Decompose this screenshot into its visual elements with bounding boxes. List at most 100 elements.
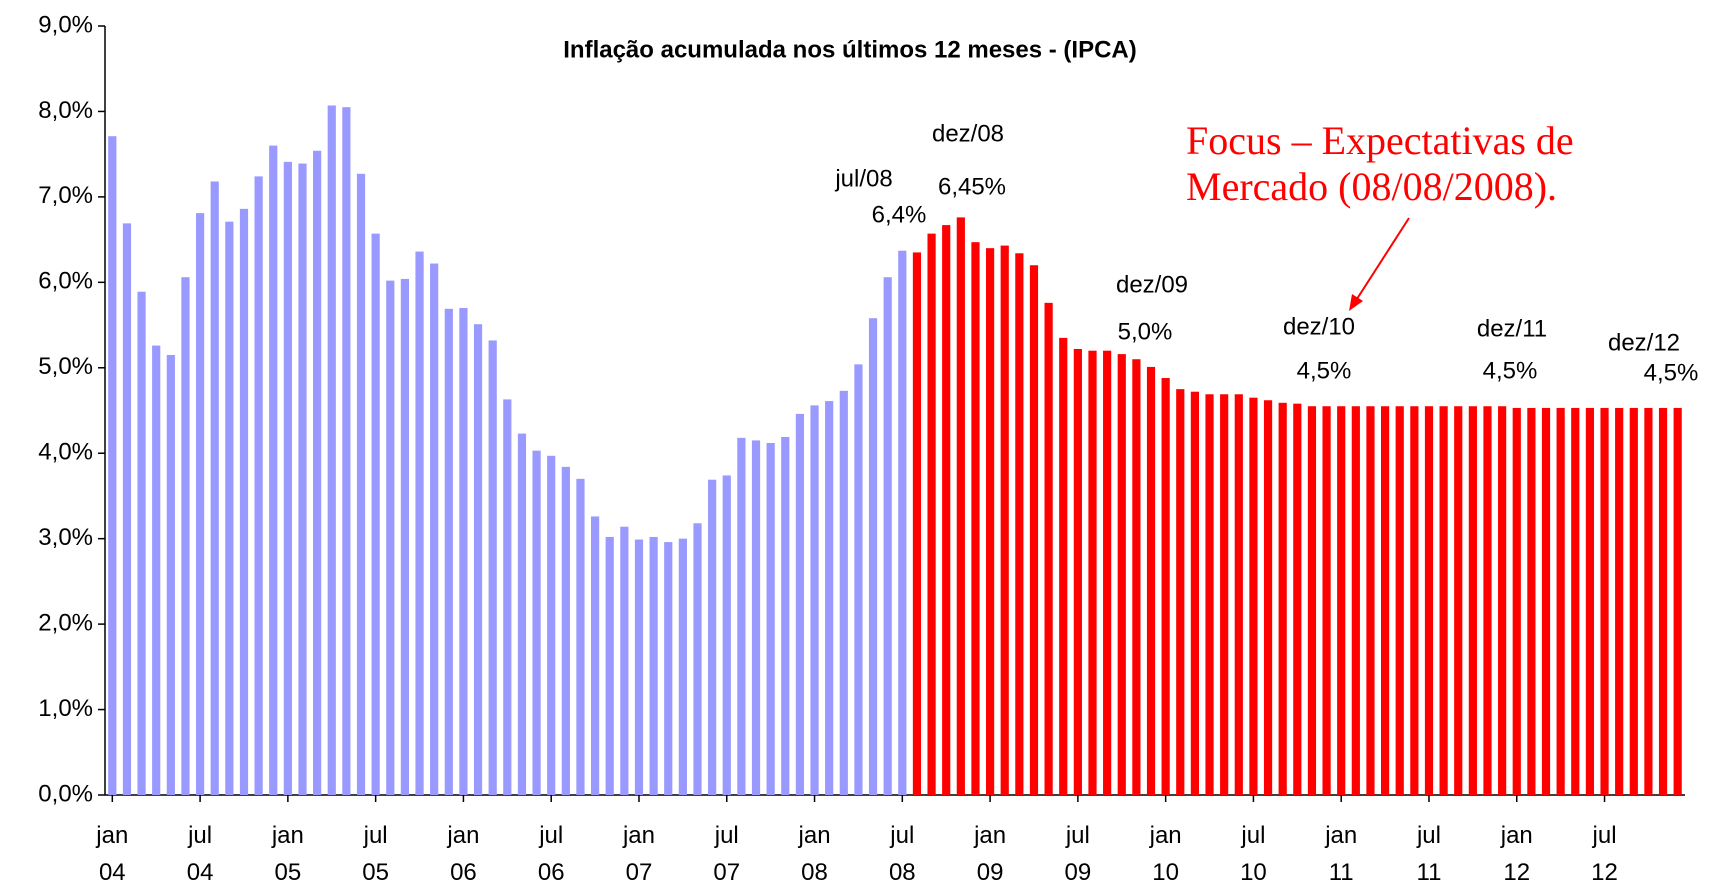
bar bbox=[927, 233, 936, 795]
bar bbox=[1498, 406, 1507, 795]
bar bbox=[1439, 406, 1448, 795]
y-tick-label: 3,0% bbox=[38, 524, 93, 551]
bar bbox=[1424, 406, 1434, 795]
bar bbox=[1000, 245, 1009, 795]
bar bbox=[1454, 406, 1463, 795]
bar bbox=[532, 450, 541, 795]
bar bbox=[1322, 406, 1331, 795]
bar bbox=[605, 536, 614, 795]
bar bbox=[1541, 407, 1551, 795]
bar bbox=[722, 475, 731, 795]
bar bbox=[664, 542, 673, 795]
bar bbox=[1644, 407, 1653, 795]
bar bbox=[1658, 407, 1668, 795]
bar bbox=[254, 176, 263, 796]
bar bbox=[854, 364, 863, 795]
bar bbox=[488, 340, 497, 795]
chart-title: Inflação acumulada nos últimos 12 meses … bbox=[563, 36, 1137, 63]
bar bbox=[108, 136, 117, 795]
bar bbox=[708, 479, 717, 795]
bar bbox=[590, 516, 600, 795]
x-tick-label: jul 05 bbox=[362, 822, 389, 886]
bar bbox=[181, 277, 190, 795]
x-tick-label: jan 12 bbox=[1500, 822, 1533, 886]
y-tick-label: 4,0% bbox=[38, 439, 93, 466]
bar bbox=[781, 436, 790, 795]
bar bbox=[166, 354, 175, 795]
bar bbox=[210, 181, 219, 795]
annotation-label: dez/09 bbox=[1116, 271, 1188, 298]
bar bbox=[415, 251, 424, 795]
bar bbox=[1512, 407, 1521, 795]
annotation-label: jul/08 bbox=[834, 165, 892, 192]
annotation-value: 4,5% bbox=[1297, 357, 1352, 384]
annotation-value: 6,4% bbox=[872, 201, 927, 228]
bar bbox=[298, 163, 307, 795]
bar bbox=[1073, 348, 1082, 795]
x-tick-label: jan 05 bbox=[271, 822, 304, 886]
bar bbox=[1132, 359, 1141, 795]
bar bbox=[503, 399, 512, 795]
bar bbox=[1527, 407, 1536, 795]
bar bbox=[985, 248, 995, 796]
annotation-label: dez/12 bbox=[1608, 329, 1680, 356]
bar bbox=[868, 318, 878, 795]
x-tick-label: jul 06 bbox=[537, 822, 565, 886]
bar bbox=[1351, 406, 1360, 795]
bar bbox=[942, 225, 951, 795]
bar bbox=[649, 536, 658, 795]
x-tick-label: jan 11 bbox=[1325, 822, 1358, 886]
bar bbox=[517, 433, 527, 795]
y-tick-label: 8,0% bbox=[38, 97, 93, 124]
bar bbox=[1337, 406, 1346, 795]
bar bbox=[912, 252, 922, 795]
bar bbox=[1190, 391, 1200, 795]
bar bbox=[1615, 407, 1624, 795]
bar bbox=[152, 345, 161, 795]
bar bbox=[883, 277, 892, 795]
annotation-value: 4,5% bbox=[1644, 359, 1699, 386]
x-tick-label: jul 09 bbox=[1064, 822, 1092, 886]
bar bbox=[1673, 407, 1682, 795]
bar bbox=[1278, 402, 1287, 795]
bar bbox=[810, 405, 819, 795]
bar bbox=[1176, 389, 1185, 795]
bar bbox=[1366, 406, 1375, 795]
bar bbox=[444, 308, 453, 795]
bar bbox=[825, 401, 834, 795]
y-tick-label: 2,0% bbox=[38, 609, 93, 636]
bar bbox=[327, 105, 336, 796]
arrow-head bbox=[1349, 294, 1363, 311]
bar bbox=[1234, 394, 1243, 795]
bar bbox=[239, 208, 249, 796]
bar bbox=[137, 291, 146, 795]
x-tick-label: jul 12 bbox=[1591, 822, 1618, 886]
bar bbox=[269, 145, 278, 796]
bar bbox=[576, 478, 585, 795]
bar bbox=[342, 107, 351, 795]
x-tick-label: jan 06 bbox=[447, 822, 480, 886]
x-tick-label: jul 04 bbox=[186, 822, 214, 886]
bar bbox=[547, 455, 556, 795]
bar bbox=[430, 263, 439, 796]
bar bbox=[122, 223, 132, 796]
bar bbox=[1146, 366, 1156, 795]
annotation-value: 6,45% bbox=[938, 173, 1006, 200]
x-tick-label: jan 09 bbox=[974, 822, 1007, 886]
x-tick-label: jul 07 bbox=[713, 822, 741, 886]
bar bbox=[459, 307, 468, 795]
x-tick-label: jul 10 bbox=[1240, 822, 1267, 886]
bar bbox=[678, 538, 687, 795]
bar bbox=[1029, 265, 1039, 795]
bar bbox=[1293, 403, 1302, 795]
x-tick-label: jan 07 bbox=[622, 822, 655, 886]
annotation-label: dez/08 bbox=[932, 120, 1004, 147]
x-tick-label: jul 11 bbox=[1416, 822, 1442, 886]
bar bbox=[1044, 302, 1053, 795]
bar bbox=[1015, 253, 1024, 795]
y-tick-label: 0,0% bbox=[38, 780, 93, 807]
bar bbox=[356, 173, 366, 795]
bar bbox=[1468, 406, 1477, 795]
